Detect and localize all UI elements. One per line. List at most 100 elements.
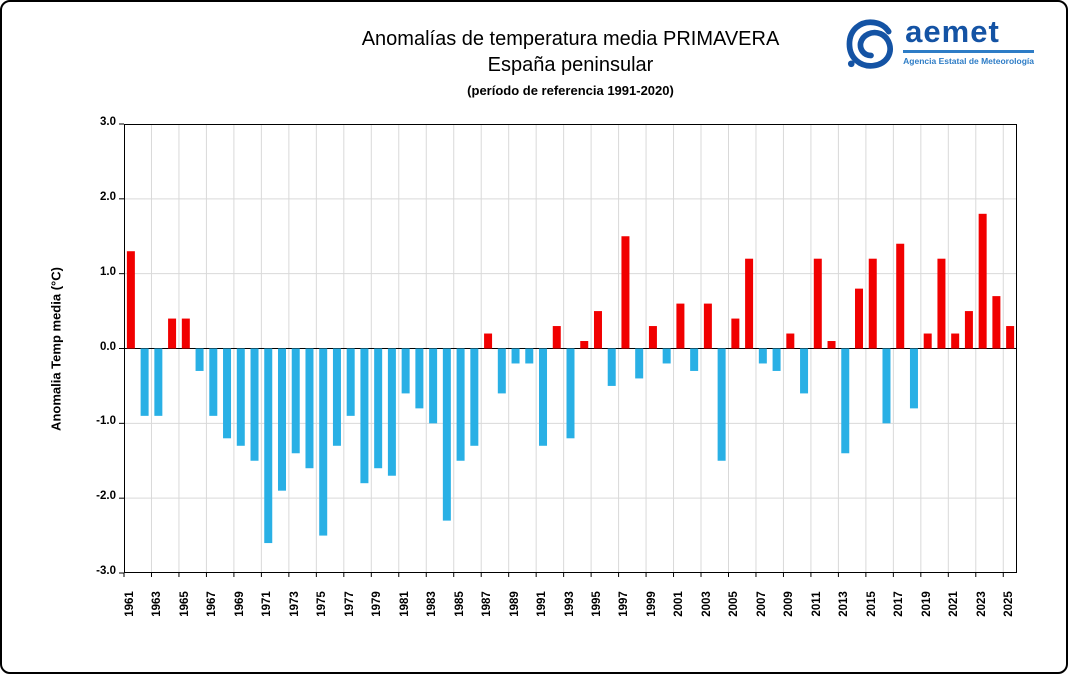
bar-1970 — [250, 348, 259, 461]
x-tick-label: 2019 — [920, 591, 933, 617]
x-tick-label: 2025 — [1003, 591, 1016, 617]
y-tick-label: -2.0 — [96, 490, 116, 503]
bar-2024 — [992, 296, 1001, 349]
x-tick-label: 1977 — [343, 591, 356, 617]
bar-2002 — [690, 348, 699, 371]
y-tick-label: 1.0 — [100, 265, 116, 278]
x-tick-label: 1989 — [508, 591, 521, 617]
bar-1996 — [607, 348, 616, 386]
bar-2022 — [964, 311, 973, 349]
bar-1961 — [126, 251, 135, 349]
bar-2011 — [813, 258, 822, 349]
chart-plot-area — [119, 123, 1017, 577]
bar-1980 — [387, 348, 396, 476]
bar-1990 — [525, 348, 534, 364]
y-tick-label: 3.0 — [100, 116, 116, 128]
x-tick-label: 1965 — [178, 591, 191, 617]
bar-2000 — [662, 348, 671, 364]
bar-1975 — [319, 348, 328, 536]
bar-2019 — [923, 333, 932, 349]
x-tick-label: 1985 — [453, 591, 466, 617]
bar-1994 — [580, 341, 589, 349]
x-tick-label: 2009 — [783, 591, 796, 617]
bar-1981 — [401, 348, 410, 394]
bar-1962 — [140, 348, 149, 416]
title-block: Anomalías de temperatura media PRIMAVERA… — [124, 26, 1017, 98]
bar-2006 — [745, 258, 754, 349]
chart-reference-period: (período de referencia 1991-2020) — [467, 83, 674, 98]
x-tick-label: 2003 — [700, 591, 713, 617]
x-tick-label: 1971 — [261, 591, 274, 617]
aemet-logo-text: aemet Agencia Estatal de Meteorología — [903, 16, 1034, 66]
x-tick-label: 1969 — [233, 591, 246, 617]
bar-1986 — [470, 348, 479, 446]
bar-2007 — [758, 348, 767, 364]
x-tick-label: 2007 — [755, 591, 768, 617]
x-tick-label: 2015 — [865, 591, 878, 617]
aemet-logo-wordmark: aemet — [903, 16, 1034, 53]
bar-2008 — [772, 348, 781, 371]
bar-1968 — [223, 348, 232, 439]
bar-1982 — [415, 348, 424, 409]
bar-2004 — [717, 348, 726, 461]
x-tick-label: 1963 — [151, 591, 164, 617]
bar-1966 — [195, 348, 204, 371]
chart-subtitle: España peninsular — [487, 54, 654, 76]
bar-1973 — [291, 348, 300, 454]
bar-1977 — [346, 348, 355, 416]
bar-1999 — [648, 326, 657, 349]
bar-1998 — [635, 348, 644, 379]
x-tick-label: 1997 — [618, 591, 631, 617]
chart-title: Anomalías de temperatura media PRIMAVERA — [361, 28, 780, 50]
bar-1978 — [360, 348, 369, 484]
bar-2014 — [855, 288, 864, 349]
bar-1995 — [593, 311, 602, 349]
x-tick-label: 2001 — [673, 591, 686, 617]
bar-1984 — [442, 348, 451, 521]
bar-2009 — [786, 333, 795, 349]
bar-1964 — [168, 318, 177, 349]
y-tick-label: -3.0 — [96, 565, 116, 577]
bar-2021 — [951, 333, 960, 349]
x-tick-label: 1983 — [426, 591, 439, 617]
bar-2025 — [1006, 326, 1015, 349]
y-tick-label: -1.0 — [96, 415, 116, 428]
bar-1976 — [332, 348, 341, 446]
x-tick-label: 1979 — [371, 591, 384, 617]
y-axis-title: Anomalia Temp media (°C) — [48, 267, 64, 431]
aemet-logo-icon — [846, 19, 894, 69]
x-tick-label: 2017 — [893, 591, 906, 617]
x-tick-label: 1967 — [206, 591, 219, 617]
bar-1992 — [552, 326, 561, 349]
y-tick-label: 0.0 — [100, 340, 116, 353]
bar-2001 — [676, 303, 685, 349]
bar-1993 — [566, 348, 575, 439]
x-tick-label: 1975 — [316, 591, 329, 617]
bar-2012 — [827, 341, 836, 349]
chart-svg — [119, 123, 1017, 577]
bar-2015 — [868, 258, 877, 349]
x-tick-label: 2023 — [975, 591, 988, 617]
x-tick-label: 2013 — [838, 591, 851, 617]
bar-1972 — [277, 348, 286, 491]
x-tick-label: 1981 — [398, 591, 411, 617]
bar-1985 — [456, 348, 465, 461]
bar-1987 — [484, 333, 493, 349]
x-tick-label: 1987 — [481, 591, 494, 617]
x-tick-label: 1991 — [536, 591, 549, 617]
bar-2016 — [882, 348, 891, 424]
bar-1983 — [429, 348, 438, 424]
x-tick-label: 1999 — [645, 591, 658, 617]
bar-1997 — [621, 236, 630, 349]
aemet-logo-tagline: Agencia Estatal de Meteorología — [903, 56, 1034, 66]
plot-border — [124, 124, 1017, 573]
bar-1989 — [511, 348, 520, 364]
x-tick-label: 1961 — [123, 591, 136, 617]
x-tick-label: 2021 — [948, 591, 961, 617]
bar-2003 — [703, 303, 712, 349]
bar-1969 — [236, 348, 245, 446]
bar-2013 — [841, 348, 850, 454]
bar-1965 — [181, 318, 190, 349]
bar-1974 — [305, 348, 314, 469]
